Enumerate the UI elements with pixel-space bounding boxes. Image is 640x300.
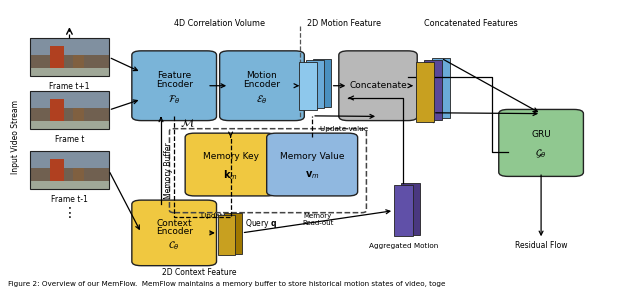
Text: Frame t: Frame t bbox=[55, 135, 84, 144]
FancyBboxPatch shape bbox=[267, 133, 358, 196]
Text: Concatenated Features: Concatenated Features bbox=[424, 19, 517, 28]
Text: $\mathcal{M}$: $\mathcal{M}$ bbox=[179, 117, 194, 129]
Bar bbox=[30, 68, 109, 76]
Text: ⋮: ⋮ bbox=[63, 206, 76, 220]
Text: 2D Motion Feature: 2D Motion Feature bbox=[307, 19, 381, 28]
Bar bbox=[30, 121, 109, 129]
Text: Context: Context bbox=[156, 219, 192, 228]
FancyBboxPatch shape bbox=[432, 58, 450, 118]
Text: Update key: Update key bbox=[200, 213, 242, 219]
Text: $\mathbf{k}_m$: $\mathbf{k}_m$ bbox=[223, 168, 238, 182]
Text: Frame t+1: Frame t+1 bbox=[49, 82, 90, 91]
Text: $\mathcal{E}_{\theta}$: $\mathcal{E}_{\theta}$ bbox=[256, 93, 268, 106]
Text: GRU: GRU bbox=[531, 130, 551, 139]
FancyBboxPatch shape bbox=[339, 51, 417, 121]
Bar bbox=[50, 159, 64, 182]
Text: Input Video Stream: Input Video Stream bbox=[11, 100, 20, 174]
Text: Encoder: Encoder bbox=[156, 227, 193, 236]
Text: 2D Context Feature: 2D Context Feature bbox=[162, 268, 237, 277]
Text: 4D Correlation Volume: 4D Correlation Volume bbox=[174, 19, 265, 28]
Text: Aggregated Motion: Aggregated Motion bbox=[369, 243, 438, 249]
FancyBboxPatch shape bbox=[220, 51, 305, 121]
Bar bbox=[74, 55, 84, 68]
Text: Concatenate: Concatenate bbox=[349, 81, 407, 90]
Text: Encoder: Encoder bbox=[243, 80, 280, 89]
Text: $\mathcal{F}_{\theta}$: $\mathcal{F}_{\theta}$ bbox=[168, 93, 180, 106]
Text: $\mathcal{G}_{\theta}$: $\mathcal{G}_{\theta}$ bbox=[535, 148, 547, 161]
Bar bbox=[30, 38, 109, 76]
Text: $\mathcal{C}_{\theta}$: $\mathcal{C}_{\theta}$ bbox=[168, 239, 180, 252]
Bar bbox=[30, 151, 109, 168]
Text: Frame t-1: Frame t-1 bbox=[51, 195, 88, 204]
Bar bbox=[30, 108, 109, 129]
Bar bbox=[30, 181, 109, 189]
FancyBboxPatch shape bbox=[499, 110, 584, 176]
FancyBboxPatch shape bbox=[185, 133, 276, 196]
Text: Memory Key: Memory Key bbox=[203, 152, 259, 161]
Bar bbox=[50, 46, 64, 68]
FancyBboxPatch shape bbox=[416, 62, 433, 122]
Bar bbox=[30, 38, 109, 55]
Text: Memory Value: Memory Value bbox=[280, 152, 344, 161]
Text: Memory Buffer: Memory Buffer bbox=[164, 142, 173, 199]
Text: Memory
Read-out: Memory Read-out bbox=[302, 213, 333, 226]
FancyBboxPatch shape bbox=[218, 214, 236, 255]
Bar bbox=[30, 151, 109, 189]
Bar bbox=[30, 55, 109, 76]
Text: Figure 2: Overview of our MemFlow.  MemFlow maintains a memory buffer to store h: Figure 2: Overview of our MemFlow. MemFl… bbox=[8, 281, 445, 287]
FancyBboxPatch shape bbox=[224, 213, 242, 254]
FancyBboxPatch shape bbox=[313, 59, 331, 106]
FancyBboxPatch shape bbox=[424, 60, 442, 120]
Text: Encoder: Encoder bbox=[156, 80, 193, 89]
Text: Residual Flow: Residual Flow bbox=[515, 241, 567, 250]
FancyBboxPatch shape bbox=[401, 183, 420, 235]
Bar bbox=[74, 168, 84, 182]
Text: Query $\mathbf{q}$: Query $\mathbf{q}$ bbox=[244, 217, 277, 230]
Bar bbox=[74, 108, 84, 122]
FancyBboxPatch shape bbox=[300, 62, 317, 110]
Text: Motion: Motion bbox=[246, 71, 277, 80]
FancyBboxPatch shape bbox=[394, 185, 413, 236]
FancyBboxPatch shape bbox=[306, 60, 324, 108]
Text: $\mathbf{v}_m$: $\mathbf{v}_m$ bbox=[305, 169, 319, 181]
FancyBboxPatch shape bbox=[132, 51, 216, 121]
Bar bbox=[30, 91, 109, 108]
Bar bbox=[30, 168, 109, 189]
Text: Update value: Update value bbox=[320, 126, 368, 132]
FancyBboxPatch shape bbox=[132, 200, 216, 266]
Bar bbox=[30, 91, 109, 129]
Bar bbox=[50, 99, 64, 122]
Text: Feature: Feature bbox=[157, 71, 191, 80]
